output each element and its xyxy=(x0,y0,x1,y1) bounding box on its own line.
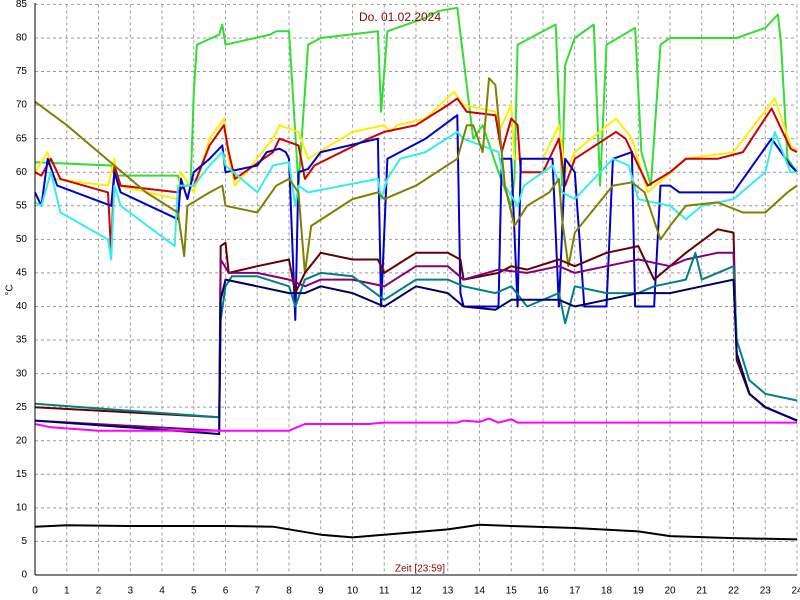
y-axis-label: °C xyxy=(5,284,16,295)
series-line xyxy=(34,130,797,261)
chart-title: Do. 01.02.2024 xyxy=(359,10,441,24)
x-tick-label: 1 xyxy=(64,586,70,597)
y-tick-label: 20 xyxy=(16,435,28,446)
x-tick-label: 2 xyxy=(96,586,102,597)
x-tick-label: 21 xyxy=(696,586,708,597)
x-tick-label: 14 xyxy=(474,586,486,597)
series-line xyxy=(34,251,798,432)
x-tick-label: 4 xyxy=(159,586,165,597)
y-tick-label: 5 xyxy=(21,536,27,547)
x-tick-label: 23 xyxy=(760,586,772,597)
series-line xyxy=(34,523,798,541)
y-tick-label: 70 xyxy=(16,100,28,111)
x-tick-label: 15 xyxy=(506,586,518,597)
y-tick-label: 40 xyxy=(16,301,28,312)
x-tick-label: 24 xyxy=(791,586,800,597)
y-tick-label: 25 xyxy=(16,402,28,413)
series-line xyxy=(34,417,797,432)
x-tick-label: 0 xyxy=(32,586,38,597)
lines xyxy=(34,6,798,541)
x-tick-label: 18 xyxy=(601,586,613,597)
y-tick-label: 60 xyxy=(16,167,28,178)
y-tick-label: 0 xyxy=(21,570,27,581)
x-tick-label: 11 xyxy=(379,586,390,597)
y-tick-label: 45 xyxy=(16,268,28,279)
x-tick-label: 17 xyxy=(569,586,581,597)
y-tick-label: 50 xyxy=(16,234,28,245)
series-line xyxy=(34,278,798,435)
y-tick-label: 65 xyxy=(16,133,28,144)
x-tick-label: 10 xyxy=(347,586,359,597)
series-line xyxy=(34,77,798,274)
x-tick-label: 20 xyxy=(664,586,676,597)
series-line xyxy=(34,6,798,207)
y-tick-label: 75 xyxy=(16,66,28,77)
y-tick-label: 15 xyxy=(16,469,28,480)
x-tick-label: 13 xyxy=(442,586,454,597)
x-tick-label: 12 xyxy=(410,586,422,597)
grid xyxy=(34,3,798,576)
x-tick-label: 5 xyxy=(191,586,197,597)
x-axis-label: Zeit [23:59] xyxy=(395,564,445,575)
y-tick-label: 55 xyxy=(16,200,28,211)
x-tick-label: 6 xyxy=(223,586,229,597)
y-tick-label: 35 xyxy=(16,335,28,346)
y-tick-label: 85 xyxy=(16,0,28,10)
x-tick-label: 3 xyxy=(127,586,133,597)
y-tick-label: 30 xyxy=(16,368,28,379)
x-tick-label: 8 xyxy=(286,586,292,597)
y-tick-label: 10 xyxy=(16,503,28,514)
x-tick-label: 19 xyxy=(633,586,645,597)
series-line xyxy=(34,228,798,422)
series-line xyxy=(34,251,798,419)
x-tick-label: 9 xyxy=(318,586,324,597)
x-tick-label: 16 xyxy=(537,586,549,597)
y-tick-label: 80 xyxy=(16,33,28,44)
x-tick-label: 22 xyxy=(728,586,740,597)
series-line xyxy=(34,114,798,321)
x-tick-label: 7 xyxy=(254,586,260,597)
